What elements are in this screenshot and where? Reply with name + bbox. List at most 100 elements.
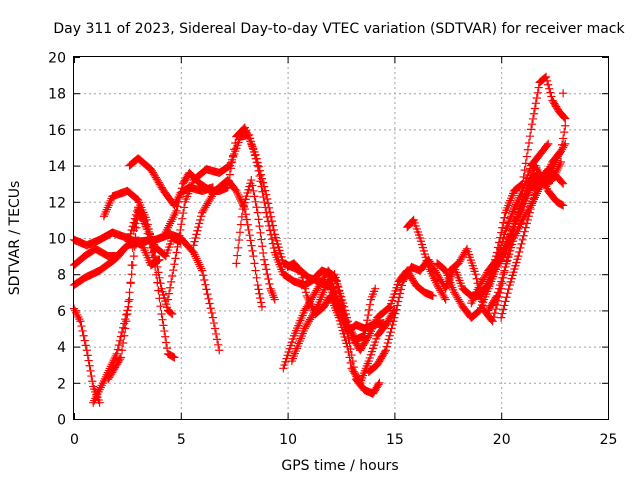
data-point — [374, 380, 383, 389]
data-point — [231, 138, 240, 148]
data-point — [168, 309, 177, 319]
data-point — [162, 300, 171, 309]
data-point — [493, 243, 503, 252]
data-point — [169, 266, 178, 275]
data-point — [248, 181, 257, 190]
x-axis-label: GPS time / hours — [281, 458, 398, 474]
data-point — [544, 139, 553, 148]
data-point — [502, 293, 511, 302]
data-point — [344, 347, 353, 357]
data-point — [145, 229, 154, 238]
data-point — [547, 92, 556, 101]
data-point — [167, 277, 176, 286]
y-tick-label: 2 — [57, 376, 66, 392]
data-point — [128, 243, 137, 253]
data-point — [155, 273, 164, 282]
data-point — [243, 220, 252, 229]
series-track-06 — [99, 186, 177, 319]
data-point — [490, 255, 500, 264]
data-point — [560, 128, 569, 137]
data-point — [330, 270, 339, 279]
data-point — [299, 277, 308, 286]
data-point — [112, 349, 121, 358]
data-point — [561, 139, 570, 148]
data-point — [409, 215, 418, 224]
data-point — [488, 266, 497, 275]
data-point — [253, 280, 262, 290]
data-point — [389, 317, 398, 326]
data-point — [525, 164, 535, 173]
y-tick-label: 20 — [48, 51, 66, 67]
data-point — [362, 321, 371, 330]
data-point — [372, 334, 381, 344]
data-point — [525, 208, 534, 217]
data-point — [154, 286, 163, 295]
data-point — [157, 309, 166, 319]
data-point — [501, 297, 510, 306]
data-point — [525, 132, 535, 141]
data-point — [489, 313, 498, 322]
data-point — [364, 305, 374, 314]
data-point — [502, 259, 511, 268]
x-tick-label: 10 — [279, 432, 297, 448]
data-point — [520, 227, 529, 236]
data-point — [243, 188, 252, 198]
data-point — [556, 147, 566, 156]
data-point — [115, 355, 125, 364]
data-point — [415, 233, 425, 243]
data-point — [301, 288, 311, 297]
data-point — [484, 280, 493, 290]
data-point — [483, 282, 492, 291]
data-point — [335, 316, 344, 325]
data-point — [508, 271, 517, 280]
data-point — [119, 338, 128, 348]
data-point — [420, 249, 429, 259]
data-point — [390, 313, 399, 322]
data-point — [520, 166, 529, 175]
data-point — [154, 268, 163, 277]
data-point — [521, 223, 530, 232]
data-point — [167, 309, 176, 318]
data-point — [419, 246, 428, 255]
data-point — [265, 279, 274, 288]
data-point — [499, 305, 508, 314]
data-point — [422, 256, 431, 265]
data-point — [498, 223, 507, 232]
data-point — [423, 259, 432, 268]
data-point — [393, 301, 402, 310]
data-point — [517, 199, 526, 208]
data-point — [527, 125, 536, 134]
data-point — [84, 356, 93, 365]
data-point — [129, 226, 138, 235]
data-point — [491, 304, 500, 314]
data-point — [85, 361, 94, 370]
data-point — [281, 357, 290, 366]
data-point — [230, 145, 239, 154]
data-point — [477, 297, 487, 306]
data-point — [130, 223, 139, 232]
data-point — [255, 222, 264, 231]
data-point — [524, 138, 534, 148]
data-point — [529, 194, 538, 203]
data-point — [410, 218, 419, 228]
data-point — [498, 273, 507, 282]
data-point — [515, 247, 524, 257]
data-point — [225, 170, 235, 179]
data-point — [179, 208, 188, 218]
data-point — [506, 246, 515, 255]
data-point — [298, 273, 307, 282]
data-point — [504, 253, 513, 262]
data-point — [162, 338, 171, 347]
data-point — [504, 285, 513, 294]
data-point — [478, 301, 488, 310]
data-point — [543, 141, 552, 150]
data-point — [528, 114, 538, 124]
data-point — [393, 280, 402, 289]
data-point — [361, 326, 370, 335]
data-point — [489, 259, 499, 268]
data-point — [126, 229, 135, 238]
series-track-10 — [159, 123, 388, 337]
data-point — [169, 352, 178, 361]
data-point — [487, 270, 496, 279]
data-point — [387, 299, 396, 308]
